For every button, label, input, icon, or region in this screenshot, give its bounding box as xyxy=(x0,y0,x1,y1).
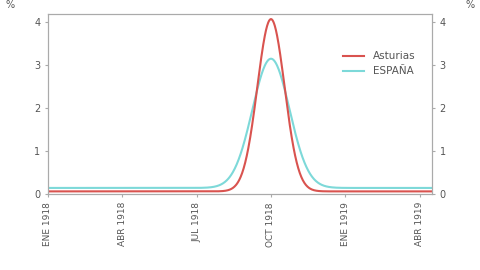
Line: Asturias: Asturias xyxy=(48,19,432,191)
ESPAÑA xyxy=(345,186,351,190)
ESPAÑA xyxy=(214,184,220,188)
Asturias xyxy=(352,190,358,193)
Text: %: % xyxy=(5,0,14,10)
Asturias xyxy=(45,190,51,193)
Asturias xyxy=(84,190,90,193)
ESPAÑA xyxy=(268,57,274,60)
ESPAÑA xyxy=(201,186,206,189)
Asturias xyxy=(214,190,220,193)
Legend: Asturias, ESPAÑA: Asturias, ESPAÑA xyxy=(344,51,415,76)
ESPAÑA xyxy=(45,186,51,190)
ESPAÑA xyxy=(84,186,90,190)
Asturias xyxy=(429,190,435,193)
ESPAÑA xyxy=(309,175,315,178)
ESPAÑA xyxy=(429,186,435,190)
Text: %: % xyxy=(466,0,475,10)
Line: ESPAÑA: ESPAÑA xyxy=(48,59,432,188)
Asturias xyxy=(201,190,206,193)
Asturias xyxy=(345,190,351,193)
ESPAÑA xyxy=(352,186,358,190)
Asturias xyxy=(268,18,274,21)
Asturias xyxy=(309,188,315,191)
